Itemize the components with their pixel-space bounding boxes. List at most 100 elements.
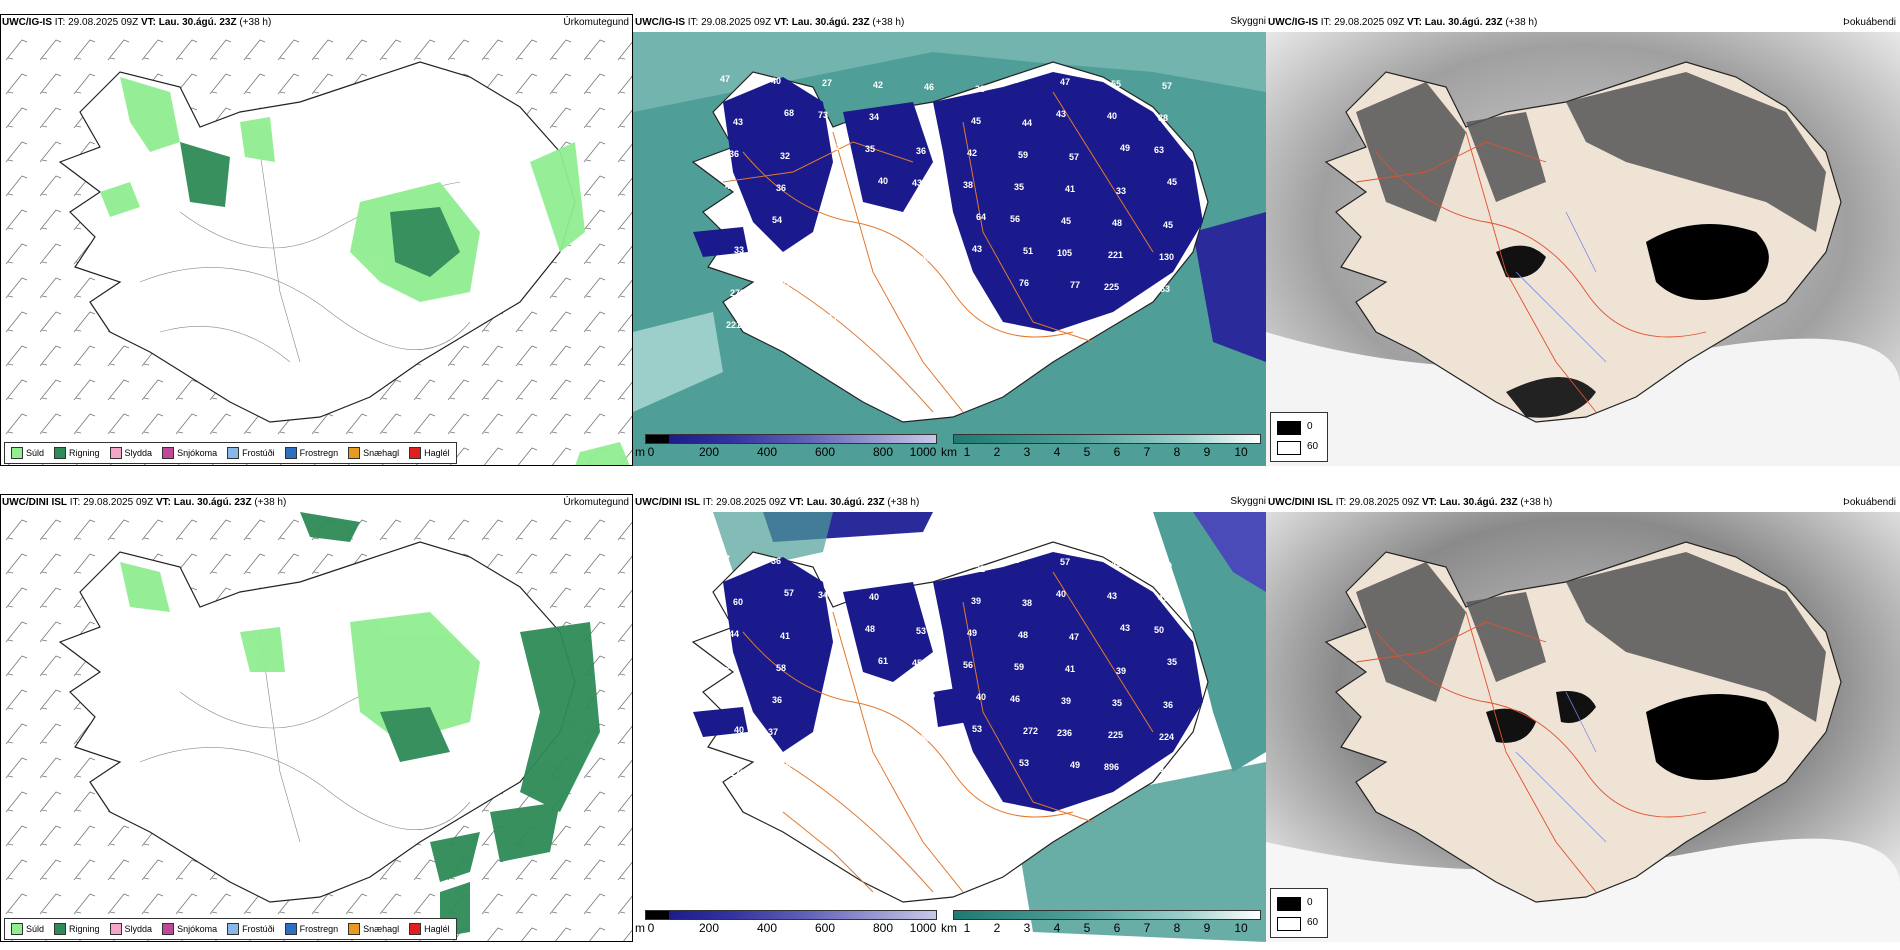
visibility-value-label: 164: [781, 759, 797, 769]
visibility-value-label: 60: [733, 597, 744, 607]
colorbar-m-bar: [645, 910, 937, 920]
visibility-value-label: 45: [873, 560, 884, 570]
visibility-value-label: 59: [1018, 150, 1029, 160]
legend-swatch: [162, 447, 175, 459]
legend-swatch: [109, 447, 122, 459]
visibility-value-label: 40: [734, 725, 745, 735]
colorbar-tick: 200: [698, 921, 720, 935]
valid-time: Lau. 30.ágú. 23Z: [791, 17, 870, 28]
visibility-value-label: 55: [925, 690, 936, 700]
legend-swatch: [348, 923, 361, 935]
colorbar-tick: 6: [1113, 921, 1121, 935]
valid-time: Lau. 30.ágú. 23Z: [173, 497, 252, 508]
visibility-value-label: 43: [1107, 591, 1118, 601]
lead-time: (+38 h): [239, 17, 272, 28]
colorbar-tick: 1000: [909, 921, 937, 935]
colorbar-tick: 9: [1203, 921, 1211, 935]
fog-title: Þokuábendi: [1843, 497, 1896, 508]
colorbar-tick: 5: [1083, 445, 1091, 459]
visibility-value-label: 51: [721, 213, 732, 223]
visibility-value-label: 33: [1116, 186, 1127, 196]
legend-item: Snæhagl: [348, 447, 399, 459]
visibility-value-label: 73: [818, 110, 829, 120]
visibility-value-label: 36: [729, 149, 740, 159]
visibility-value-label: 34: [818, 590, 829, 600]
colorbar-km-row1: km 1 2 3 4 5 6 7 8 9 10: [941, 434, 1263, 462]
visibility-value-label: 55: [1111, 79, 1122, 89]
visibility-value-label: 170: [828, 313, 844, 323]
visibility-value-label: 47: [1158, 593, 1169, 603]
vis-svg: [633, 32, 1266, 466]
visibility-value-label: 39: [819, 729, 830, 739]
vis-header-row2: UWC/DINI ISL IT: 29.08.2025 09Z VT: Lau.…: [633, 494, 1266, 512]
visibility-panel-row2: UWC/DINI ISL IT: 29.08.2025 09Z VT: Lau.…: [633, 494, 1266, 942]
visibility-value-label: 53: [916, 626, 927, 636]
fog-legend-black: [1277, 897, 1301, 911]
vis-header-row1: UWC/IG-IS IT: 29.08.2025 09Z VT: Lau. 30…: [633, 14, 1266, 32]
init-time: 29.08.2025 09Z: [701, 17, 772, 28]
precip-panel-row2: UWC/DINI ISL IT: 29.08.2025 09Z VT: Lau.…: [0, 494, 633, 942]
colorbar-tick: 10: [1234, 921, 1248, 935]
visibility-value-label: 36: [776, 183, 787, 193]
fog-title: Þokuábendi: [1843, 17, 1896, 28]
visibility-value-label: 68: [784, 108, 795, 118]
lead-time: (+38 h): [1505, 17, 1538, 28]
visibility-value-label: 45: [971, 116, 982, 126]
precip-panel-row1: UWC/IG-IS IT: 29.08.2025 09Z VT: Lau. 30…: [0, 14, 633, 466]
visibility-value-label: 33: [823, 697, 834, 707]
precip-title: Úrkomutegund: [563, 17, 629, 28]
visibility-value-label: 56: [1010, 214, 1021, 224]
legend-item: Frostregn: [284, 447, 338, 459]
legend-swatch: [409, 923, 422, 935]
visibility-value-label: 34: [869, 112, 880, 122]
colorbar-tick: 1: [963, 445, 971, 459]
colorbar-m-row2: m 0 200 400 600 800 1000: [635, 910, 940, 938]
visibility-value-label: 33: [1009, 75, 1020, 85]
legend-swatch: [54, 447, 67, 459]
fog-legend-row1: 0 60: [1270, 412, 1328, 462]
colorbar-unit: m: [635, 445, 645, 459]
visibility-value-label: 41: [1065, 664, 1076, 674]
visibility-value-label: 45: [1163, 220, 1174, 230]
precip-map-row2: [0, 512, 633, 942]
precip-title: Úrkomutegund: [563, 497, 629, 508]
colorbar-tick: 600: [814, 445, 836, 459]
precip-header-row1: UWC/IG-IS IT: 29.08.2025 09Z VT: Lau. 30…: [0, 14, 633, 32]
visibility-value-label: 45: [1167, 177, 1178, 187]
visibility-value-label: 225: [1104, 282, 1120, 292]
visibility-value-label: 42: [1009, 555, 1020, 565]
visibility-value-label: 98: [913, 317, 924, 327]
visibility-value-label: 44: [920, 594, 931, 604]
visibility-value-label: 36: [771, 556, 782, 566]
visibility-value-label: 45: [912, 658, 923, 668]
visibility-value-label: 41: [780, 631, 791, 641]
visibility-value-label: 39: [1061, 696, 1072, 706]
legend-item: Rigning: [54, 447, 100, 459]
colorbar-tick: 1: [963, 921, 971, 935]
legend-swatch: [11, 447, 23, 459]
visibility-value-label: 50: [1154, 625, 1165, 635]
visibility-value-label: 896: [1104, 762, 1120, 772]
colorbar-tick: 8: [1173, 445, 1181, 459]
visibility-value-label: 57: [1069, 152, 1080, 162]
visibility-value-label: 38: [827, 185, 838, 195]
colorbar-tick: 8: [1173, 921, 1181, 935]
legend-swatch: [284, 923, 297, 935]
visibility-value-label: 37: [781, 279, 792, 289]
visibility-value-label: 225: [1108, 730, 1124, 740]
visibility-value-label: 58: [776, 663, 787, 673]
lead-time: (+38 h): [887, 497, 920, 508]
colorbar-tick: 3: [1023, 921, 1031, 935]
legend-swatch: [227, 447, 240, 459]
colorbar-tick: 400: [756, 921, 778, 935]
legend-swatch: [109, 923, 122, 935]
init-time: 29.08.2025 09Z: [716, 497, 787, 508]
visibility-value-label: 31: [721, 693, 732, 703]
visibility-value-label: 49: [1070, 760, 1081, 770]
vis-title: Skyggni: [1230, 496, 1266, 507]
legend-item: Snæhagl: [348, 923, 399, 935]
legend-swatch: [11, 923, 23, 935]
visibility-value-label: 36: [772, 695, 783, 705]
legend-swatch: [54, 923, 67, 935]
visibility-value-label: 53: [972, 724, 983, 734]
